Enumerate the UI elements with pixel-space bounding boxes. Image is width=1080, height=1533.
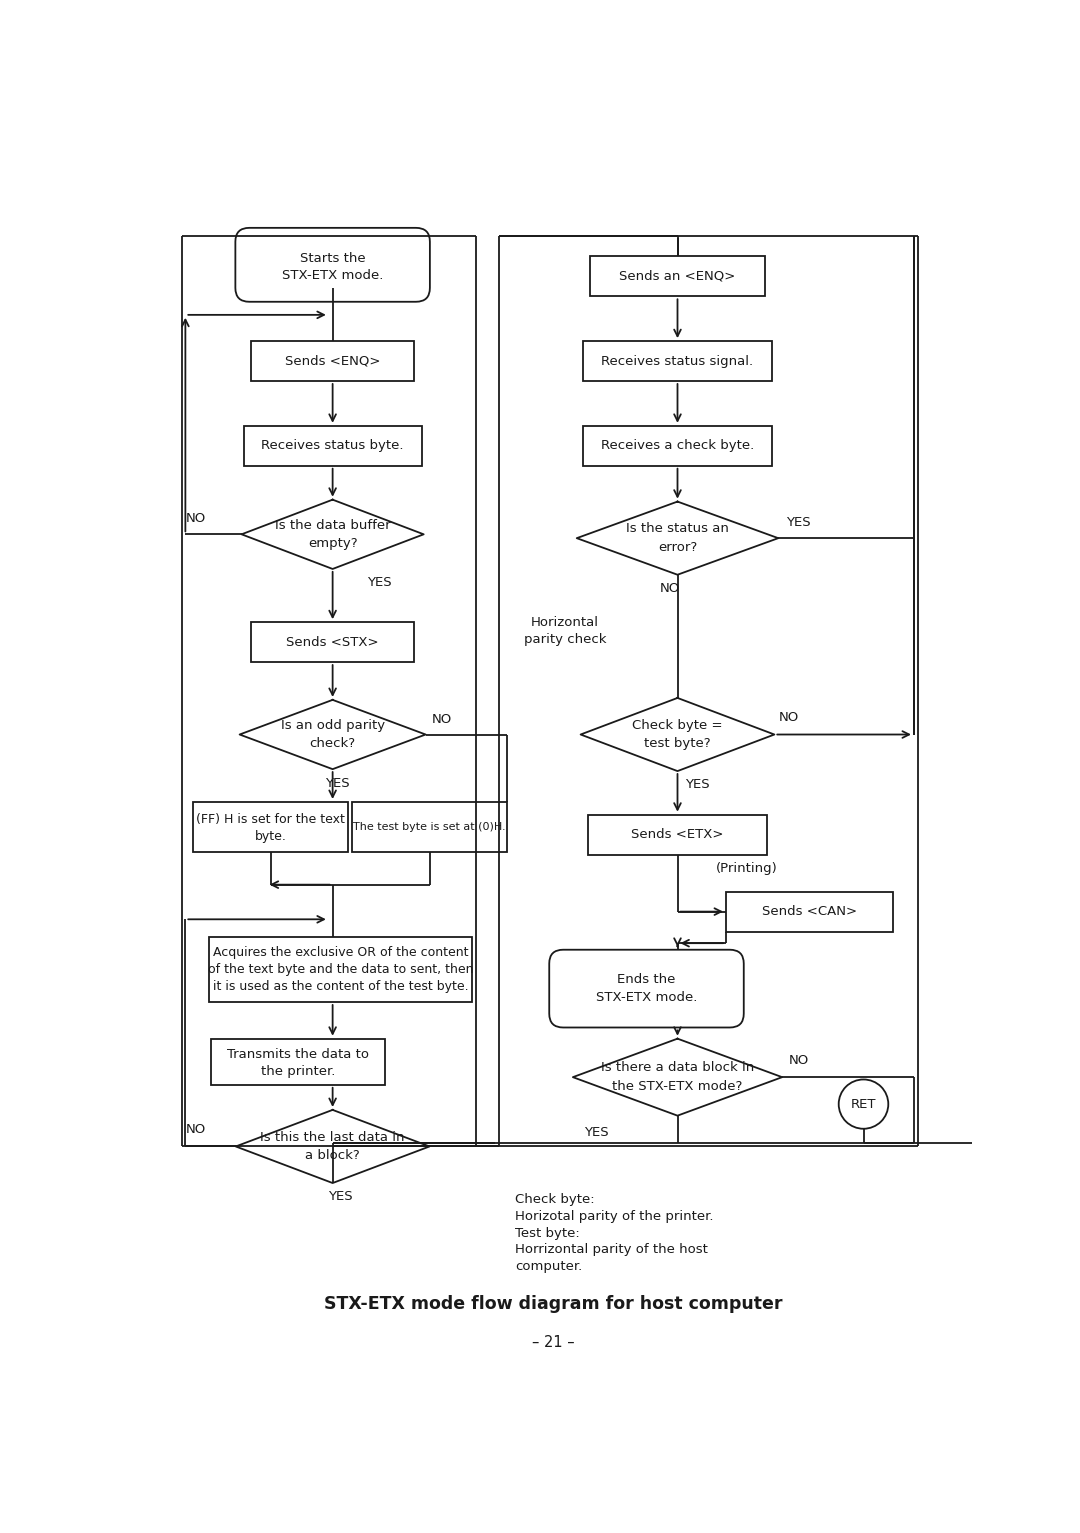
FancyBboxPatch shape [208, 937, 472, 1003]
Text: (Printing): (Printing) [716, 862, 778, 875]
Text: Is the data buffer: Is the data buffer [274, 518, 391, 532]
FancyBboxPatch shape [252, 622, 414, 662]
Polygon shape [242, 500, 423, 569]
FancyBboxPatch shape [352, 802, 507, 852]
Text: a block?: a block? [306, 1150, 360, 1162]
Text: Acquires the exclusive OR of the content: Acquires the exclusive OR of the content [213, 946, 468, 960]
Text: Ends the: Ends the [618, 973, 676, 986]
Text: Sends <ETX>: Sends <ETX> [631, 828, 724, 842]
FancyBboxPatch shape [582, 426, 772, 466]
Text: Receives a check byte.: Receives a check byte. [600, 440, 754, 452]
Text: Transmits the data to: Transmits the data to [227, 1047, 368, 1061]
Text: test byte?: test byte? [644, 737, 711, 750]
Text: YES: YES [325, 777, 350, 789]
Text: computer.: computer. [515, 1260, 582, 1274]
Text: Receives status byte.: Receives status byte. [261, 440, 404, 452]
FancyBboxPatch shape [550, 950, 744, 1027]
Text: Is an odd parity: Is an odd parity [281, 719, 384, 731]
FancyBboxPatch shape [582, 340, 772, 382]
Text: check?: check? [310, 737, 355, 750]
Polygon shape [581, 698, 774, 771]
Text: YES: YES [328, 1191, 353, 1203]
Text: NO: NO [186, 1124, 205, 1136]
Text: Is this the last data in: Is this the last data in [260, 1131, 405, 1144]
Text: Check byte =: Check byte = [632, 719, 723, 731]
Text: Is the status an: Is the status an [626, 523, 729, 535]
Text: the STX-ETX mode?: the STX-ETX mode? [612, 1079, 743, 1093]
FancyBboxPatch shape [243, 426, 422, 466]
Text: empty?: empty? [308, 537, 357, 550]
Text: the printer.: the printer. [260, 1064, 335, 1078]
Text: Horrizontal parity of the host: Horrizontal parity of the host [515, 1243, 707, 1257]
Text: Sends an <ENQ>: Sends an <ENQ> [619, 270, 735, 284]
Text: Test byte:: Test byte: [515, 1226, 580, 1240]
Text: Sends <CAN>: Sends <CAN> [761, 904, 856, 918]
Text: The test byte is set at (0)H.: The test byte is set at (0)H. [353, 822, 505, 832]
Text: YES: YES [367, 576, 392, 589]
FancyBboxPatch shape [211, 1039, 384, 1085]
FancyBboxPatch shape [252, 340, 414, 382]
FancyBboxPatch shape [591, 256, 765, 296]
Text: Starts the: Starts the [300, 251, 365, 265]
Text: Sends <STX>: Sends <STX> [286, 636, 379, 648]
Text: – 21 –: – 21 – [532, 1335, 575, 1351]
Text: NO: NO [788, 1053, 809, 1067]
Text: Sends <ENQ>: Sends <ENQ> [285, 354, 380, 368]
Text: Check byte:: Check byte: [515, 1193, 594, 1205]
Text: byte.: byte. [255, 829, 286, 843]
Text: NO: NO [660, 583, 680, 595]
Polygon shape [572, 1039, 782, 1116]
Text: YES: YES [786, 517, 811, 529]
Circle shape [839, 1079, 888, 1128]
FancyBboxPatch shape [193, 802, 348, 852]
Text: Is there a data block in: Is there a data block in [600, 1061, 754, 1075]
FancyBboxPatch shape [726, 892, 892, 932]
Text: NO: NO [432, 713, 453, 725]
FancyBboxPatch shape [589, 814, 767, 854]
Text: of the text byte and the data to sent, then: of the text byte and the data to sent, t… [207, 963, 473, 977]
Text: STX-ETX mode.: STX-ETX mode. [282, 270, 383, 282]
Text: it is used as the content of the test byte.: it is used as the content of the test by… [213, 980, 469, 993]
Text: YES: YES [685, 779, 710, 791]
Text: Horizontal: Horizontal [531, 616, 599, 630]
Text: YES: YES [584, 1127, 609, 1139]
Polygon shape [235, 1110, 430, 1183]
Text: NO: NO [186, 512, 205, 526]
Text: NO: NO [779, 711, 798, 724]
Text: Receives status signal.: Receives status signal. [602, 354, 754, 368]
Text: STX-ETX mode flow diagram for host computer: STX-ETX mode flow diagram for host compu… [324, 1295, 783, 1314]
Text: parity check: parity check [524, 633, 606, 647]
Polygon shape [240, 701, 426, 770]
Text: STX-ETX mode.: STX-ETX mode. [596, 992, 698, 1004]
Text: Horizotal parity of the printer.: Horizotal parity of the printer. [515, 1210, 713, 1223]
Text: (FF) H is set for the text: (FF) H is set for the text [197, 812, 346, 826]
Polygon shape [577, 501, 779, 575]
Text: error?: error? [658, 541, 697, 553]
FancyBboxPatch shape [235, 228, 430, 302]
Text: RET: RET [851, 1098, 876, 1110]
